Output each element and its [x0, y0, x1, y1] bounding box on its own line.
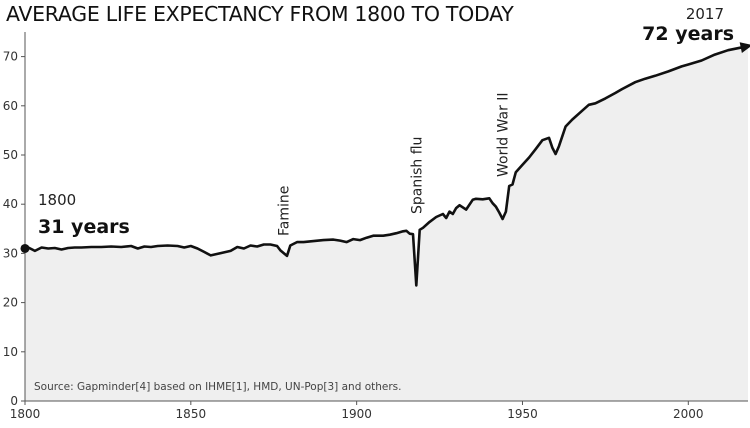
y-tick-label: 60 [3, 99, 18, 113]
y-tick-label: 30 [3, 246, 18, 260]
event-label: Famine [277, 186, 293, 236]
y-tick-label: 0 [10, 394, 18, 408]
y-tick-label: 40 [3, 197, 18, 211]
chart-title: AVERAGE LIFE EXPECTANCY FROM 1800 TO TOD… [6, 2, 514, 26]
area-fill [25, 46, 748, 402]
y-axis: 0 10 20 30 40 50 60 70 [3, 32, 26, 408]
x-axis: 1800 1850 1900 1950 2000 [10, 400, 748, 421]
y-tick-label: 70 [3, 50, 18, 64]
x-tick-label: 1900 [341, 407, 372, 421]
life-expectancy-line [24, 45, 745, 287]
y-tick-label: 50 [3, 148, 18, 162]
x-tick-label: 1850 [176, 407, 207, 421]
x-tick-label: 2000 [673, 407, 704, 421]
event-annotations: Famine Spanish flu World War II [277, 92, 512, 236]
end-year-label: 2017 [686, 5, 724, 23]
y-tick-label: 20 [3, 296, 18, 310]
start-point-marker [20, 243, 30, 253]
x-tick-label: 1950 [507, 407, 538, 421]
start-year-label: 1800 [38, 191, 76, 209]
source-note: Source: Gapminder[4] based on IHME[1], H… [34, 381, 402, 393]
end-arrowhead [739, 42, 750, 53]
end-value-label: 72 years [642, 23, 734, 45]
start-value-label: 31 years [38, 216, 130, 238]
event-label: Spanish flu [409, 137, 425, 214]
y-tick-label: 10 [3, 345, 18, 359]
x-tick-label: 1800 [10, 407, 41, 421]
event-label: World War II [496, 92, 512, 177]
